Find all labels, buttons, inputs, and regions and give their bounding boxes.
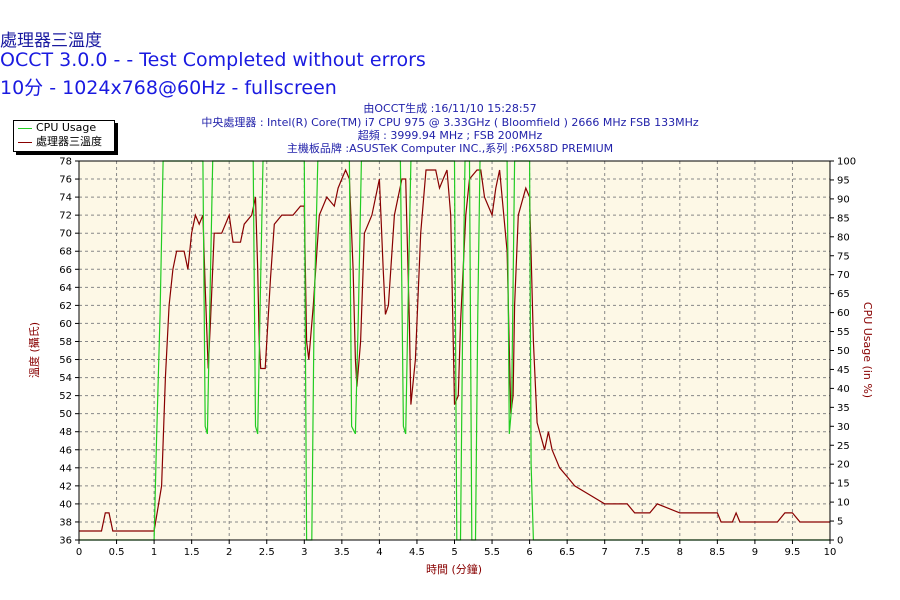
x-axis-label: 時間 (分鐘) xyxy=(426,562,482,576)
y-left-tick-label: 76 xyxy=(59,175,72,186)
plot-area xyxy=(79,161,830,540)
x-tick-label: 0 xyxy=(76,547,82,558)
info-cpu: 中央處理器 : Intel(R) Core(TM) i7 CPU 975 @ 3… xyxy=(201,116,699,129)
y-left-tick-label: 48 xyxy=(59,427,72,438)
info-generated: 由OCCT生成 :16/11/10 15:28:57 xyxy=(363,102,537,115)
y-right-tick-label: 85 xyxy=(837,213,850,224)
y-left-tick-label: 50 xyxy=(59,409,72,420)
grid-lines xyxy=(79,161,830,540)
y-left-tick-label: 56 xyxy=(59,355,72,366)
info-motherboard: 主機板品牌 :ASUSTeK Computer INC.,系列 :P6X58D … xyxy=(286,142,614,155)
legend-swatch-temp xyxy=(18,142,32,143)
y-left-tick-label: 72 xyxy=(59,211,72,222)
tick-layer: 0 0.5 1 1.5 2 2.5 3 3.5 4 4.5 5 5.5 6 6.5 7 7.5 8 8.5 9 9.5… xyxy=(59,157,856,559)
y-right-tick-label: 5 xyxy=(837,517,843,528)
y-right-tick-label: 100 xyxy=(837,157,856,168)
chart-subtitle-duration: 10分 - 1024x768@60Hz - fullscreen xyxy=(0,77,337,99)
x-tick-label: 7.5 xyxy=(634,547,650,558)
x-tick-label: 0.5 xyxy=(109,547,125,558)
y-right-tick-label: 35 xyxy=(837,403,850,414)
x-tick-label: 2.5 xyxy=(259,547,275,558)
y-left-tick-label: 44 xyxy=(59,463,72,474)
y-right-tick-label: 45 xyxy=(837,365,850,376)
y-left-tick-label: 62 xyxy=(59,301,72,312)
y-axis-right-label: CPU Usage (in %) xyxy=(861,302,874,398)
y-left-tick-label: 36 xyxy=(59,536,72,547)
x-tick-label: 7 xyxy=(602,547,608,558)
x-tick-label: 5 xyxy=(451,547,457,558)
info-overclock: 超頻 : 3999.94 MHz ; FSB 200MHz xyxy=(357,129,543,142)
plot-border xyxy=(78,160,831,541)
y-left-tick-label: 78 xyxy=(59,157,72,168)
y-left-tick-label: 68 xyxy=(59,247,72,258)
x-tick-label: 9 xyxy=(752,547,758,558)
y-right-tick-label: 95 xyxy=(837,175,850,186)
legend-item-temp: 處理器三溫度 xyxy=(14,135,114,149)
x-tick-label: 8 xyxy=(677,547,683,558)
x-tick-label: 3 xyxy=(301,547,307,558)
y-right-tick-label: 75 xyxy=(837,251,850,262)
y-right-tick-label: 55 xyxy=(837,327,850,338)
legend-item-cpu: CPU Usage xyxy=(14,121,114,135)
y-left-tick-label: 58 xyxy=(59,337,72,348)
x-tick-label: 1.5 xyxy=(184,547,200,558)
y-left-tick-label: 42 xyxy=(59,481,72,492)
x-tick-label: 2 xyxy=(226,547,232,558)
y-right-tick-label: 65 xyxy=(837,289,850,300)
y-left-tick-label: 74 xyxy=(59,193,72,204)
x-tick-label: 4 xyxy=(376,547,382,558)
x-tick-label: 6 xyxy=(526,547,532,558)
legend-swatch-cpu xyxy=(18,128,32,129)
y-left-tick-label: 64 xyxy=(59,283,72,294)
x-tick-label: 3.5 xyxy=(334,547,350,558)
series-layer xyxy=(79,160,830,541)
y-right-tick-label: 60 xyxy=(837,308,850,319)
y-right-tick-label: 30 xyxy=(837,422,850,433)
x-tick-label: 8.5 xyxy=(709,547,725,558)
y-right-tick-label: 50 xyxy=(837,346,850,357)
x-tick-label: 9.5 xyxy=(784,547,800,558)
y-right-tick-label: 25 xyxy=(837,441,850,452)
x-tick-label: 4.5 xyxy=(409,547,425,558)
y-axis-left-label: 溫度 (攝氏) xyxy=(27,322,41,378)
y-right-tick-label: 20 xyxy=(837,460,850,471)
chart-subtitle-test: OCCT 3.0.0 - - Test Completed without er… xyxy=(0,49,426,71)
y-left-tick-label: 66 xyxy=(59,265,72,276)
y-left-tick-label: 52 xyxy=(59,391,72,402)
y-left-tick-label: 70 xyxy=(59,229,72,240)
y-left-tick-label: 60 xyxy=(59,319,72,330)
series-line-cpu-usage xyxy=(79,160,830,541)
y-left-tick-label: 46 xyxy=(59,445,72,456)
y-right-tick-label: 70 xyxy=(837,270,850,281)
x-tick-label: 6.5 xyxy=(559,547,575,558)
y-right-tick-label: 10 xyxy=(837,498,850,509)
chart-title: 處理器三溫度 xyxy=(0,31,102,51)
x-tick-label: 5.5 xyxy=(484,547,500,558)
y-left-tick-label: 40 xyxy=(59,499,72,510)
y-right-tick-label: 15 xyxy=(837,479,850,490)
y-left-tick-label: 38 xyxy=(59,517,72,528)
x-tick-label: 10 xyxy=(824,547,837,558)
y-right-tick-label: 80 xyxy=(837,232,850,243)
series-line-temperature xyxy=(79,168,830,532)
y-left-tick-label: 54 xyxy=(59,373,72,384)
legend-label-temp: 處理器三溫度 xyxy=(36,135,102,148)
y-right-tick-label: 90 xyxy=(837,194,850,205)
y-right-tick-label: 0 xyxy=(837,536,843,547)
legend: CPU Usage 處理器三溫度 xyxy=(13,120,115,152)
x-tick-label: 1 xyxy=(151,547,157,558)
legend-label-cpu: CPU Usage xyxy=(36,121,97,134)
y-right-tick-label: 40 xyxy=(837,384,850,395)
